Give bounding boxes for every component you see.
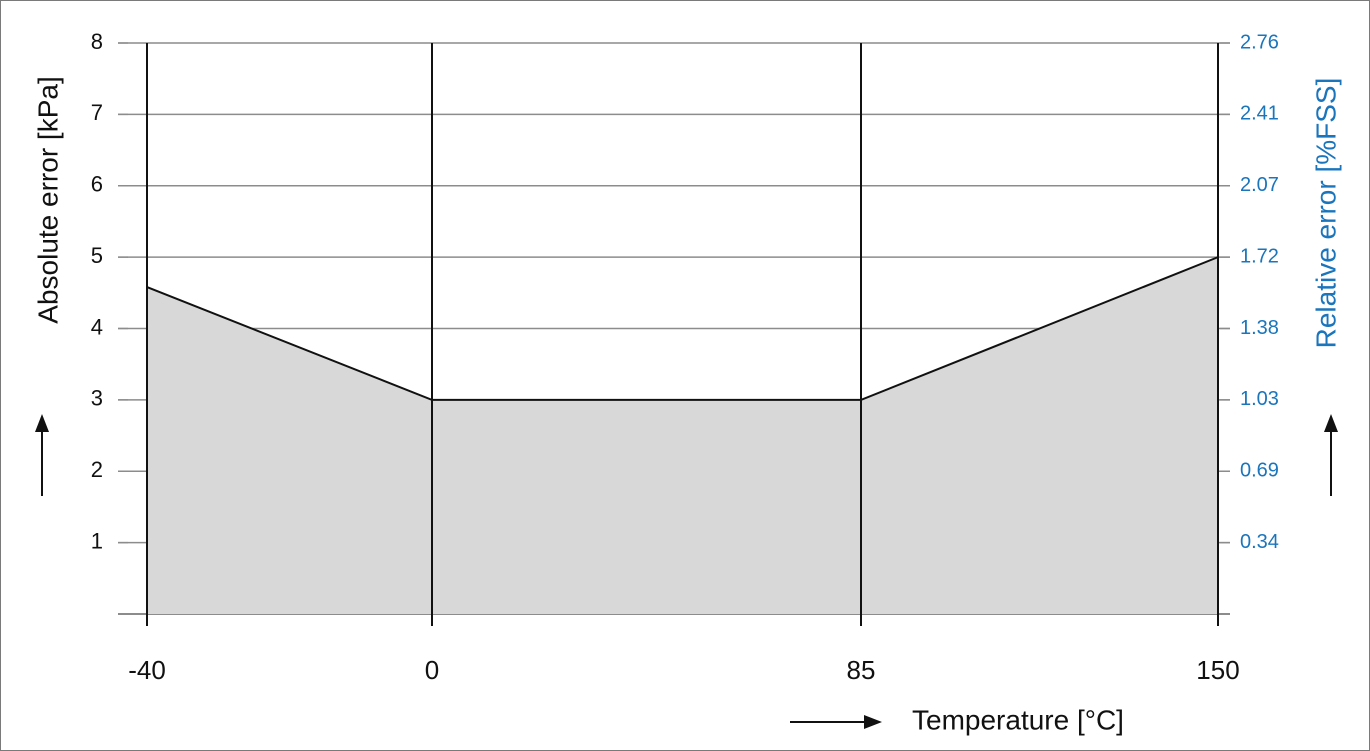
tick-label-left-3: 3	[91, 386, 103, 411]
tick-label-left-7: 7	[91, 100, 103, 125]
tick-label-x-85: 85	[847, 655, 876, 685]
y-axis-label-left: Absolute error [kPa]	[32, 76, 63, 323]
tick-label-right-1.38: 1.38	[1240, 317, 1279, 339]
error-area-fill	[147, 257, 1218, 614]
right-axis-arrow-head	[1324, 414, 1338, 432]
tick-label-left-1: 1	[91, 528, 103, 553]
tick-label-right-2.41: 2.41	[1240, 103, 1279, 125]
tick-label-left-2: 2	[91, 457, 103, 482]
tick-label-x--40: -40	[128, 655, 166, 685]
tick-label-x-150: 150	[1196, 655, 1239, 685]
error-series-line	[146, 256, 1219, 401]
tick-label-right-0.34: 0.34	[1240, 531, 1279, 553]
tick-label-left-4: 4	[91, 314, 103, 339]
tick-label-left-5: 5	[91, 243, 103, 268]
tick-label-right-2.76: 2.76	[1240, 31, 1279, 53]
tick-label-right-1.72: 1.72	[1240, 245, 1279, 267]
y-axis-label-right: Relative error [%FSS]	[1310, 78, 1341, 349]
tick-label-x-0: 0	[425, 655, 439, 685]
left-axis-arrow-head	[35, 414, 49, 432]
tick-label-right-2.07: 2.07	[1240, 174, 1279, 196]
axis-layer: 1 2 3 4 5 6 7 8 0.34 0.69 1.03 1.38 1.72 2.07 2.41 2.76…	[91, 29, 1279, 685]
tick-label-right-0.69: 0.69	[1240, 460, 1279, 482]
tick-label-right-1.03: 1.03	[1240, 388, 1279, 410]
area-layer	[146, 256, 1219, 614]
label-layer: Absolute error [kPa] Relative error [%FS…	[32, 76, 1341, 735]
tick-label-left-8: 8	[91, 29, 103, 54]
x-axis-arrow-head	[864, 715, 882, 729]
tick-label-left-6: 6	[91, 172, 103, 197]
x-axis-label: Temperature [°C]	[912, 704, 1124, 735]
